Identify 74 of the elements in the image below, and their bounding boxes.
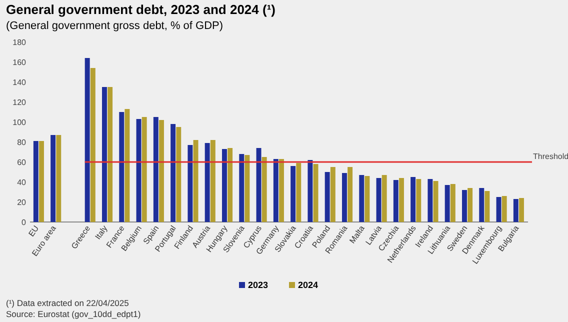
- bar: [228, 148, 233, 222]
- bar: [136, 119, 142, 222]
- bar: [479, 188, 484, 222]
- bar: [204, 143, 210, 222]
- bar: [342, 173, 347, 222]
- bar: [39, 141, 44, 222]
- source-note: Source: Eurostat (gov_10dd_edpt1): [6, 309, 141, 319]
- y-tick-label: 140: [12, 78, 27, 87]
- bar: [256, 148, 262, 222]
- y-tick-label: 60: [17, 158, 27, 167]
- chart-title: General government debt, 2023 and 2024 (¹): [6, 2, 276, 17]
- y-tick-label: 180: [12, 38, 27, 47]
- bar: [56, 135, 62, 222]
- bar: [376, 178, 382, 222]
- bar: [324, 172, 330, 222]
- bar: [176, 127, 182, 222]
- bar: [450, 184, 456, 222]
- y-tick-label: 120: [12, 98, 27, 107]
- bar: [359, 175, 364, 222]
- bar: [244, 155, 250, 222]
- chart-subtitle: (General government gross debt, % of GDP): [6, 20, 224, 32]
- bar: [124, 109, 130, 222]
- x-tick-label: EU: [26, 224, 41, 238]
- bar: [382, 175, 387, 222]
- ref-line-label: Threshold: [533, 152, 568, 161]
- bar: [159, 120, 164, 222]
- bar: [222, 149, 227, 222]
- bar: [330, 167, 336, 222]
- bar: [50, 135, 56, 222]
- bar: [296, 163, 302, 222]
- bar: [153, 117, 158, 222]
- bar: [444, 185, 450, 222]
- y-tick-label: 40: [17, 178, 27, 187]
- bar: [313, 164, 318, 222]
- y-tick-label: 20: [17, 198, 27, 207]
- bar: [502, 196, 507, 222]
- bar: [84, 58, 90, 222]
- bar: [290, 166, 296, 222]
- bar: [210, 140, 216, 222]
- legend-label: 2024: [298, 280, 318, 290]
- y-tick-label: 100: [12, 118, 27, 127]
- bar: [142, 117, 147, 222]
- bar: [513, 199, 518, 222]
- bar: [170, 124, 176, 222]
- bar: [468, 188, 473, 222]
- bar: [410, 177, 416, 222]
- y-tick-label: 0: [22, 218, 27, 227]
- bar: [428, 179, 433, 222]
- bar: [462, 190, 467, 222]
- bar: [102, 87, 107, 222]
- bar: [496, 197, 502, 222]
- legend-label: 2023: [248, 280, 268, 290]
- bar: [279, 159, 284, 222]
- bar: [108, 87, 113, 222]
- bar: [399, 178, 404, 222]
- bar: [484, 191, 490, 222]
- text: (¹) Data extracted on 22/04/2025: [6, 298, 130, 308]
- bar: [519, 198, 524, 222]
- bar: [90, 68, 96, 222]
- y-tick-label: 80: [17, 138, 27, 147]
- bar: [33, 141, 38, 222]
- bar: [364, 176, 370, 222]
- bar: [188, 145, 193, 222]
- bar: [273, 159, 278, 222]
- bar: [119, 112, 124, 222]
- bar: [308, 160, 313, 222]
- bar: [393, 180, 398, 222]
- bar: [239, 154, 244, 222]
- bar: [348, 167, 353, 222]
- y-tick-label: 160: [12, 58, 27, 67]
- bar: [193, 140, 198, 222]
- bar: [416, 179, 422, 222]
- bar: [262, 157, 267, 222]
- bar: [433, 181, 438, 222]
